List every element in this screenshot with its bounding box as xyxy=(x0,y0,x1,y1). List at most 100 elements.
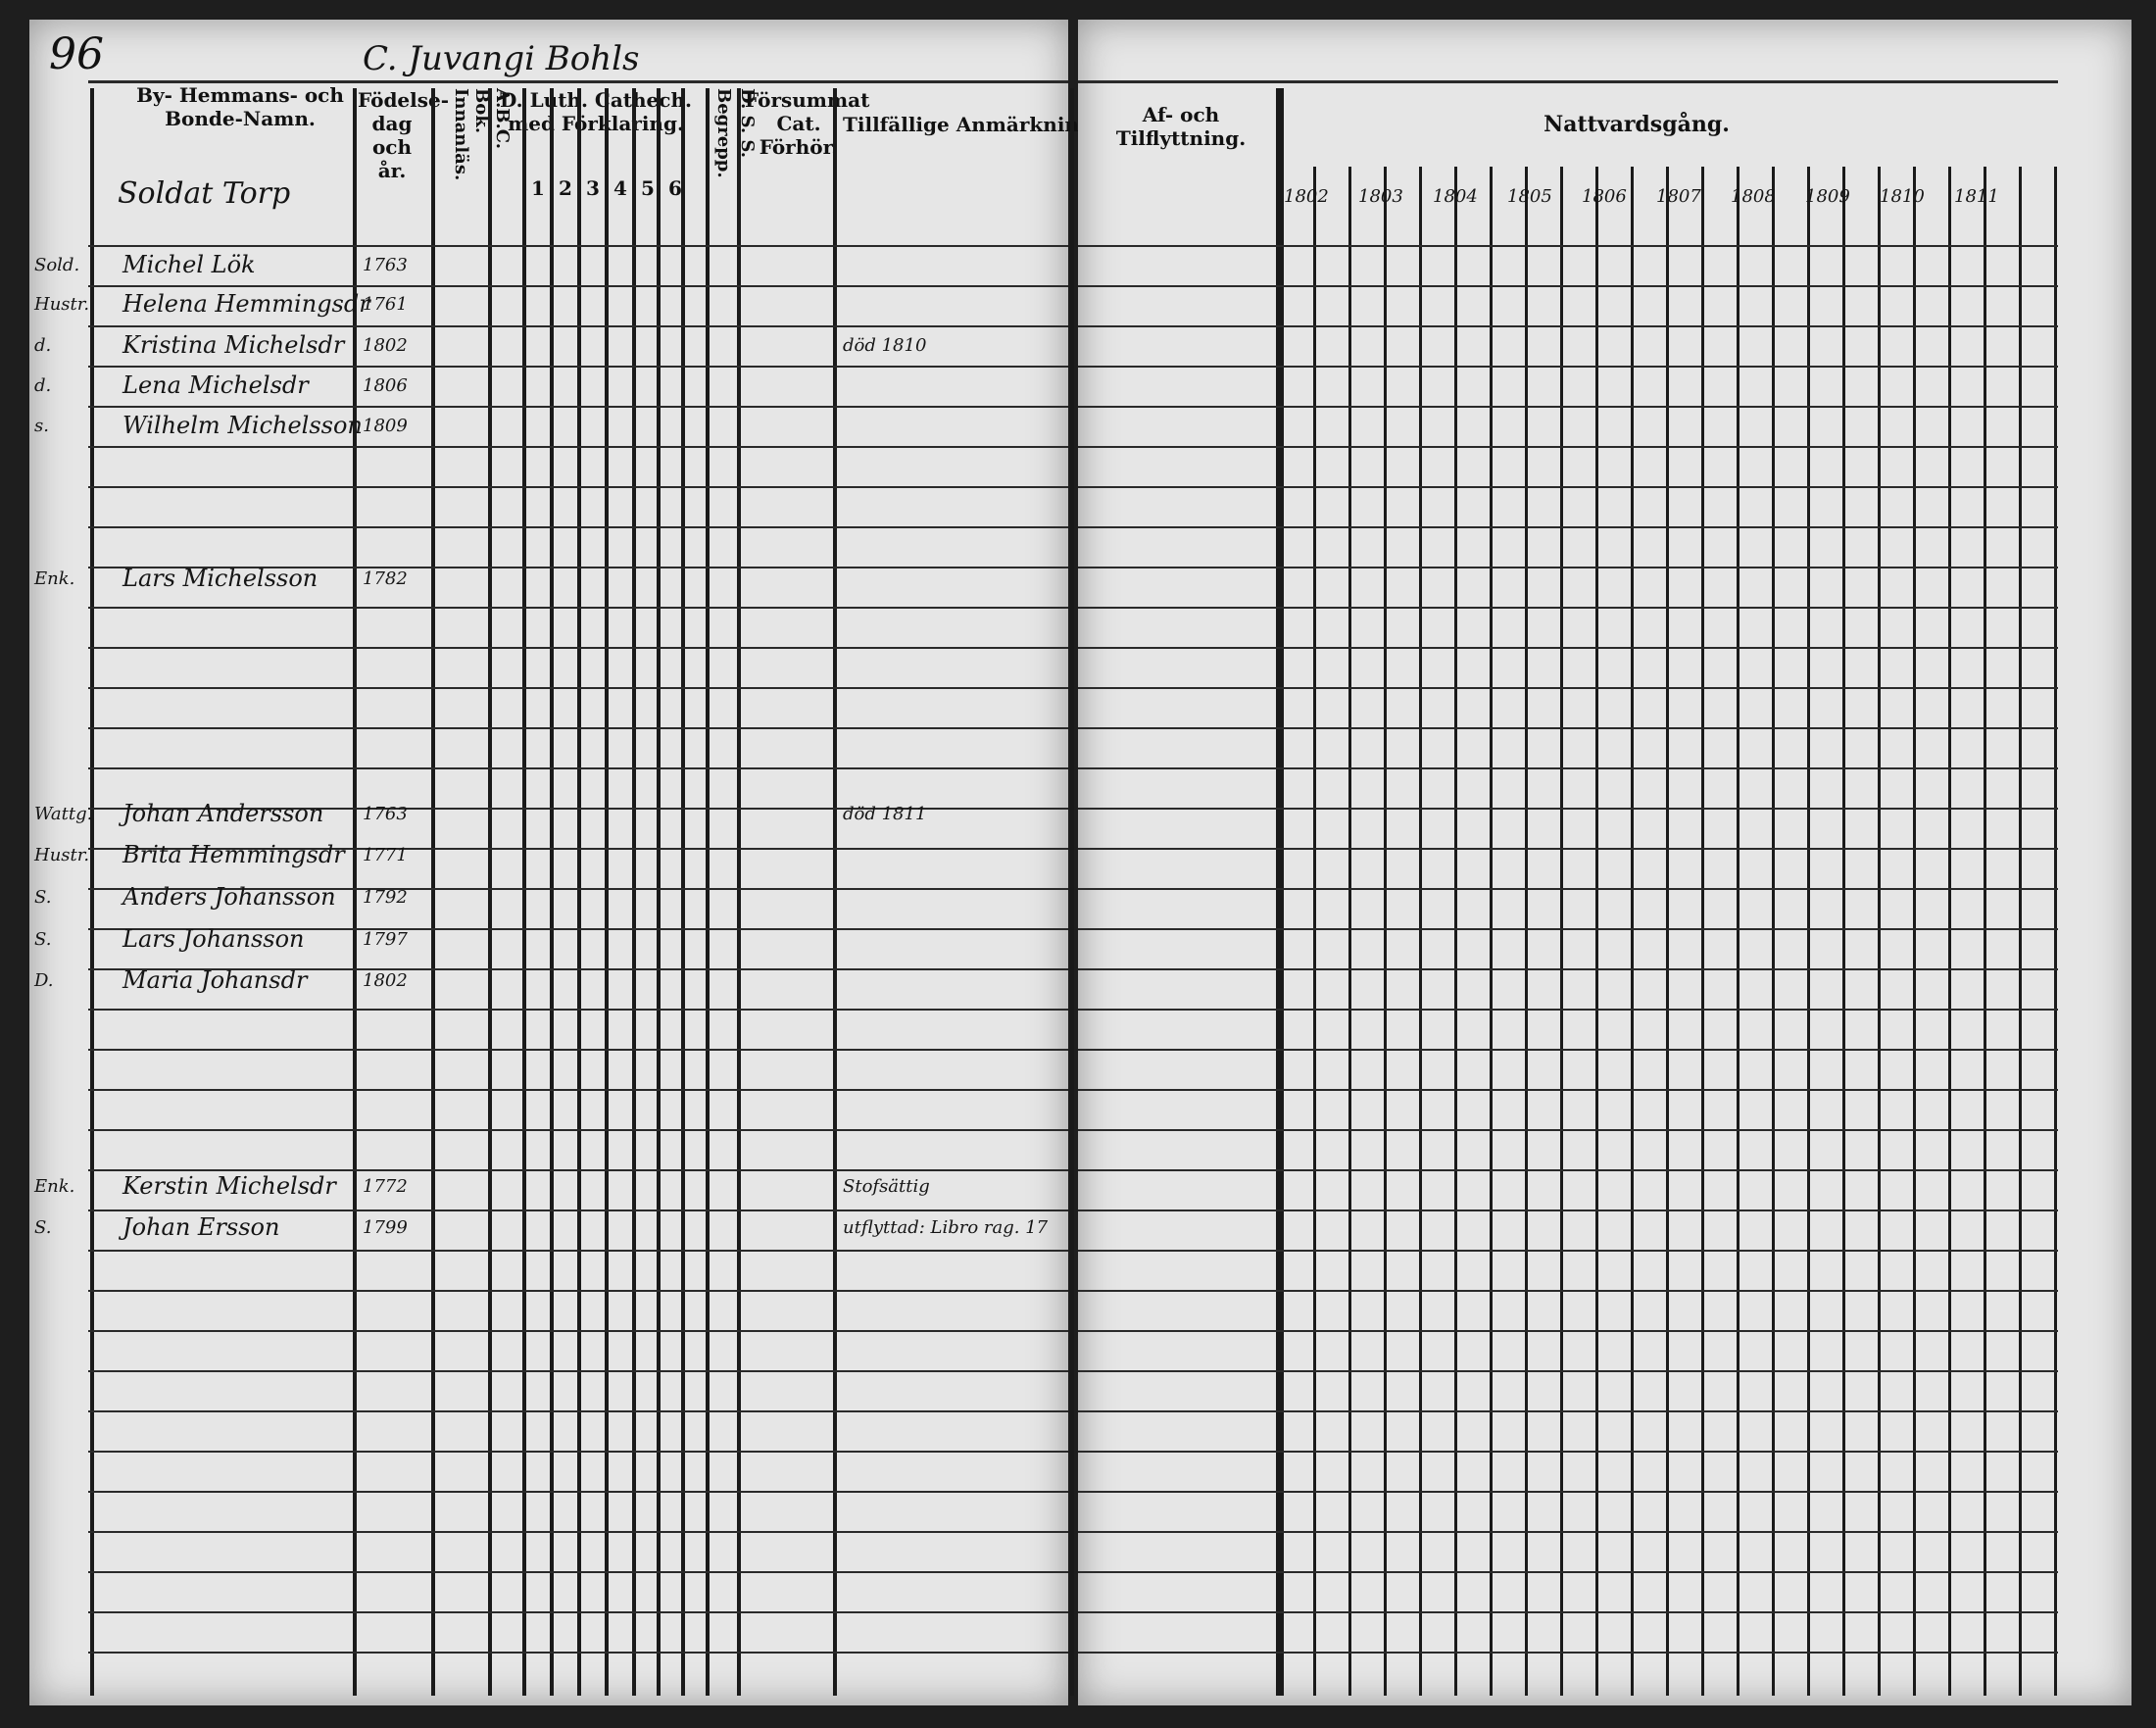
row-rule xyxy=(1078,285,2058,287)
row-rule xyxy=(88,1250,1068,1252)
row-rule xyxy=(1078,968,2058,970)
row-rule xyxy=(1078,1330,2058,1332)
communion-year: 1809 xyxy=(1805,186,1850,207)
header-moving: Af- och Tilflyttning. xyxy=(1115,103,1247,150)
column-rule xyxy=(681,88,685,1696)
row-rule xyxy=(1078,1250,2058,1252)
communion-year: 1802 xyxy=(1284,186,1329,207)
column-rule xyxy=(550,88,554,1696)
row-rule xyxy=(1078,526,2058,528)
entry-name: Johan Ersson xyxy=(122,1213,280,1241)
header-communion: Nattvardsgång. xyxy=(1544,112,1730,137)
entry-remark: död 1810 xyxy=(843,335,927,356)
entry-role: Wattg. xyxy=(34,804,93,824)
row-rule xyxy=(88,526,1068,528)
row-rule xyxy=(88,1370,1068,1372)
column-rule xyxy=(1631,167,1634,1696)
row-rule xyxy=(88,1129,1068,1131)
communion-year: 1803 xyxy=(1358,186,1403,207)
entry-name: Lars Michelsson xyxy=(122,565,318,592)
entry-name: Lars Johansson xyxy=(122,925,305,953)
row-rule xyxy=(1078,767,2058,769)
entry-name: Wilhelm Michelsson xyxy=(122,412,363,439)
column-rule xyxy=(605,88,609,1696)
row-rule xyxy=(88,446,1068,448)
row-rule xyxy=(88,888,1068,890)
row-rule xyxy=(1078,1009,2058,1011)
entry-role: Hustr. xyxy=(34,294,90,315)
row-rule xyxy=(88,1089,1068,1091)
row-rule xyxy=(1078,1652,2058,1654)
entry-birth-year: 1802 xyxy=(363,335,408,356)
row-rule xyxy=(1078,1210,2058,1211)
page-number: 96 xyxy=(49,29,104,79)
row-rule xyxy=(1078,1491,2058,1493)
entry-birth-year: 1782 xyxy=(363,568,408,589)
column-rule xyxy=(1560,167,1563,1696)
entry-name: Brita Hemmingsdr xyxy=(122,841,345,868)
column-rule xyxy=(1984,167,1986,1696)
row-rule xyxy=(1078,245,2058,247)
communion-year: 1806 xyxy=(1582,186,1627,207)
header-birth: Födelse-dag och år. xyxy=(358,88,450,182)
row-rule xyxy=(1078,325,2058,327)
column-rule xyxy=(1070,88,1074,1696)
row-rule xyxy=(88,285,1068,287)
entry-role: S. xyxy=(34,887,52,908)
row-rule xyxy=(1078,366,2058,368)
column-rule xyxy=(1348,167,1351,1696)
column-rule xyxy=(2054,167,2057,1696)
header-remarks: Tillfällige Anmärkning xyxy=(843,113,1093,136)
communion-year: 1808 xyxy=(1731,186,1776,207)
entry-name: Anders Johansson xyxy=(122,883,336,911)
column-rule xyxy=(1276,88,1280,1696)
communion-year: 1810 xyxy=(1880,186,1925,207)
column-rule xyxy=(1384,167,1387,1696)
row-rule xyxy=(88,406,1068,408)
entry-remark: utflyttad: Libro rag. 17 xyxy=(843,1217,1049,1238)
row-rule xyxy=(88,1571,1068,1573)
column-rule xyxy=(1948,167,1951,1696)
column-rule xyxy=(1913,167,1916,1696)
column-rule xyxy=(1772,167,1775,1696)
row-rule xyxy=(88,928,1068,930)
column-rule xyxy=(1454,167,1457,1696)
header-abc: A.B.C. Bok. Innanläs. xyxy=(451,88,513,181)
row-rule xyxy=(88,687,1068,689)
entry-role: Enk. xyxy=(34,1176,75,1197)
row-rule xyxy=(1078,808,2058,810)
row-rule xyxy=(88,1410,1068,1412)
section-heading: Soldat Torp xyxy=(118,176,291,211)
communion-year: 1804 xyxy=(1433,186,1478,207)
column-rule xyxy=(1807,167,1810,1696)
catechism-col-number: 2 xyxy=(559,176,572,200)
column-rule xyxy=(1595,167,1598,1696)
entry-role: Enk. xyxy=(34,568,75,589)
communion-year: 1805 xyxy=(1507,186,1552,207)
entry-birth-year: 1809 xyxy=(363,416,408,436)
column-rule xyxy=(632,88,636,1696)
entry-name: Kerstin Michelsdr xyxy=(122,1172,336,1200)
row-rule xyxy=(88,1611,1068,1613)
row-rule xyxy=(1078,1089,2058,1091)
header-name: By- Hemmans- och Bonde-Namn. xyxy=(136,83,344,130)
row-rule xyxy=(1078,727,2058,729)
entry-name: Helena Hemmingsdr xyxy=(122,290,370,318)
column-rule xyxy=(1701,167,1704,1696)
row-rule xyxy=(88,727,1068,729)
row-rule xyxy=(1078,1611,2058,1613)
row-rule xyxy=(1078,1571,2058,1573)
row-rule xyxy=(88,486,1068,488)
entry-birth-year: 1799 xyxy=(363,1217,408,1238)
row-rule xyxy=(1078,567,2058,568)
catechism-col-number: 1 xyxy=(531,176,545,200)
column-rule xyxy=(353,88,357,1696)
communion-year: 1807 xyxy=(1656,186,1701,207)
column-rule xyxy=(657,88,661,1696)
row-rule xyxy=(88,1009,1068,1011)
header-rule xyxy=(88,80,1068,83)
row-rule xyxy=(1078,687,2058,689)
catechism-col-number: 5 xyxy=(641,176,655,200)
row-rule xyxy=(88,607,1068,609)
entry-name: Maria Johansdr xyxy=(122,966,308,994)
